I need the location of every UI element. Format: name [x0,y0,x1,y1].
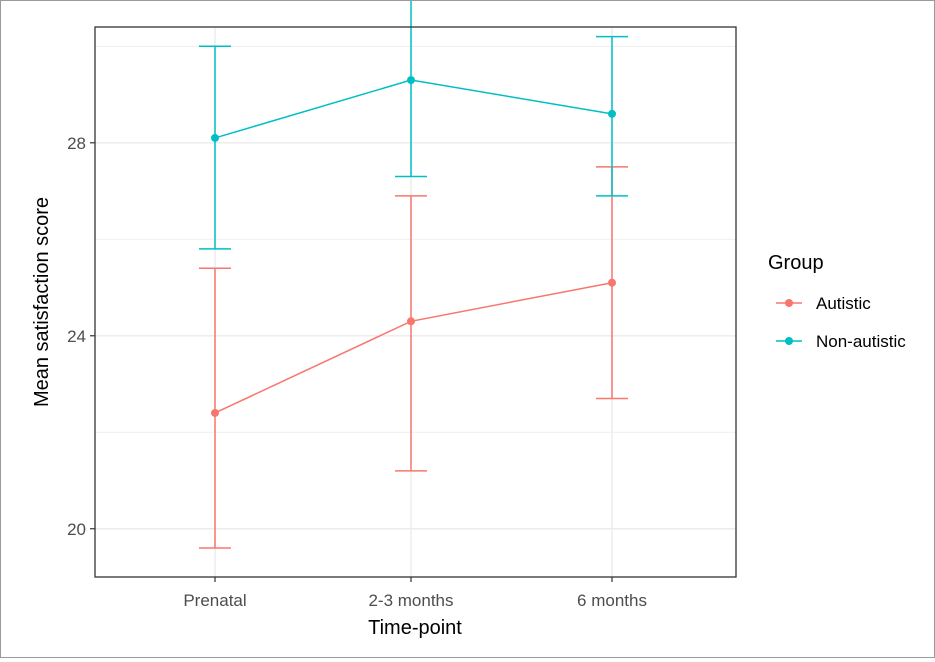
plot-panel [95,27,736,577]
axis-ticks: 20 24 28 Prenatal 2-3 months 6 months [67,134,647,610]
legend-title: Group [768,252,824,274]
legend-label: Autistic [816,294,871,313]
legend-key-point [785,337,793,345]
data-point [407,317,415,326]
legend-key-point [785,299,793,307]
x-tick-label: 6 months [577,591,647,610]
x-tick-label: 2-3 months [368,591,453,610]
data-point [608,278,616,287]
plot-border [94,26,737,578]
x-tick-label: Prenatal [183,591,246,610]
legend: Group Autistic Non-autistic [768,252,906,351]
y-tick-label: 20 [67,520,86,539]
data-point [407,76,415,85]
data-point [211,133,219,142]
series-layer [199,0,628,549]
legend-label: Non-autistic [816,332,906,351]
series-autistic [199,166,628,549]
y-tick-label: 28 [67,134,86,153]
y-axis-title: Mean satisfaction score [31,197,53,407]
series-non-autistic [199,0,628,250]
y-tick-label: 24 [67,327,86,346]
data-point [608,109,616,118]
x-axis-title: Time-point [368,617,462,639]
data-point [211,408,219,417]
